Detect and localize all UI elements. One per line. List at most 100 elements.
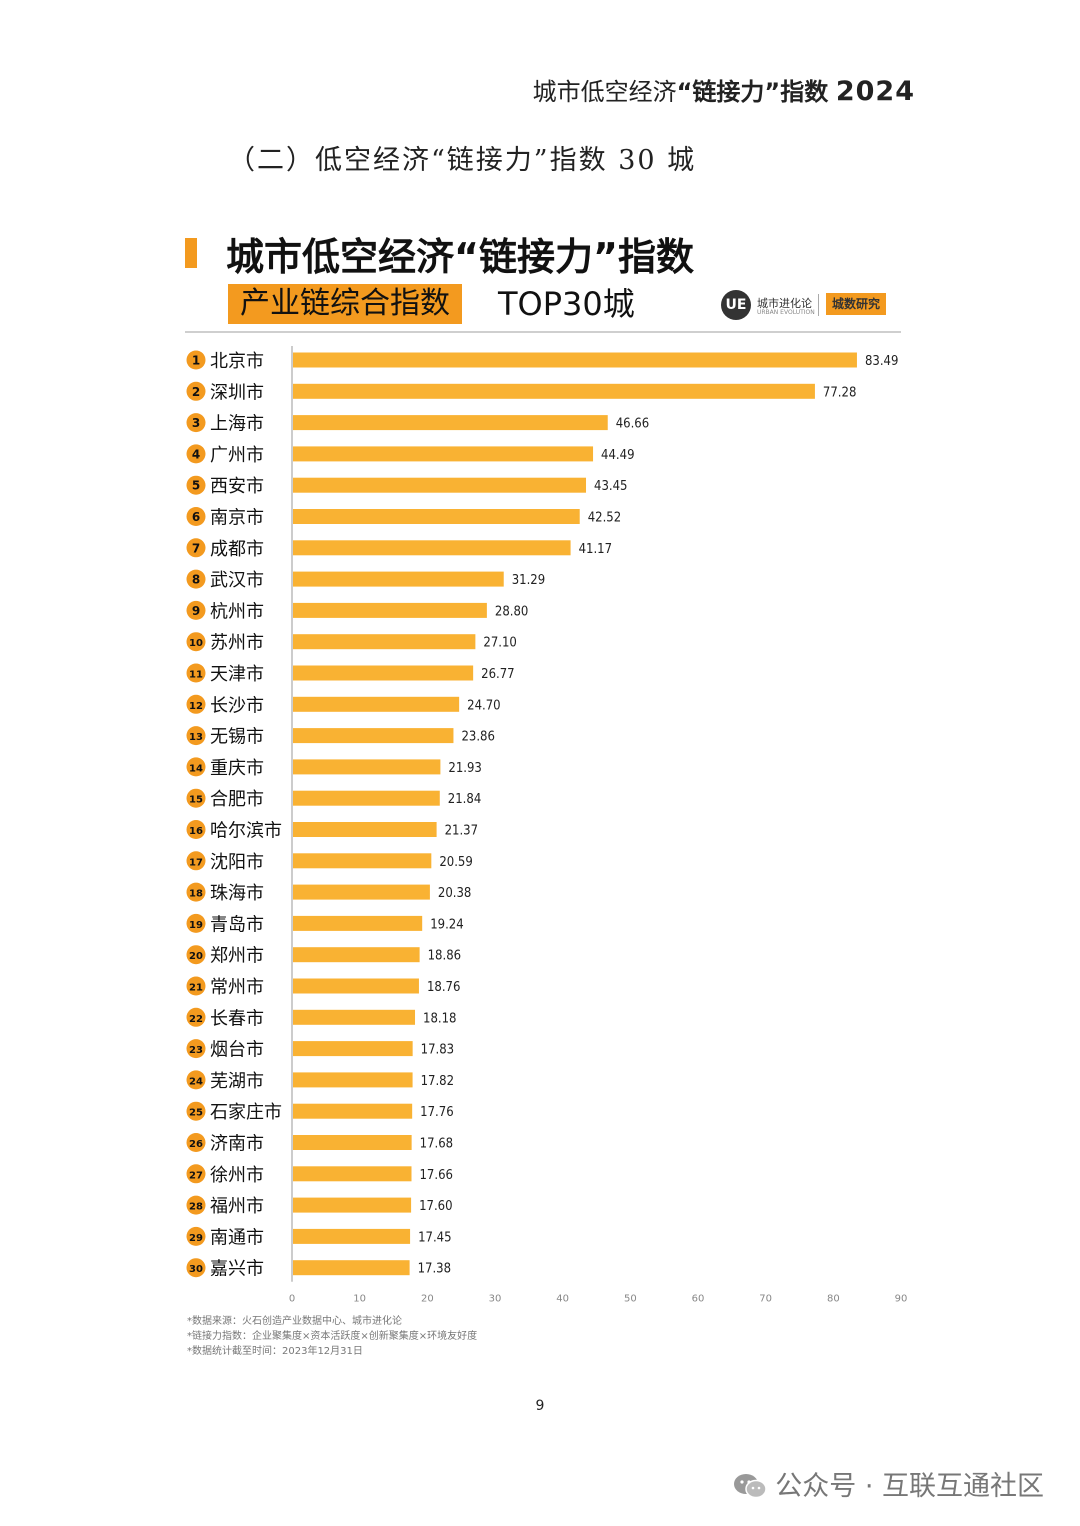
rank-badge-5 (186, 475, 206, 495)
ue-logo-name: 城市进化论 (757, 297, 812, 310)
bar-10 (293, 634, 476, 650)
category-label-25: 石家庄市 (210, 1102, 282, 1123)
category-label-12: 长沙市 (210, 695, 264, 716)
rank-label-20: 20 (189, 951, 203, 962)
value-label-11: 26.77 (481, 667, 514, 682)
rank-badge-21 (186, 976, 206, 996)
bar-17 (293, 853, 432, 869)
bar-1 (293, 352, 857, 368)
value-label-24: 17.82 (421, 1074, 454, 1089)
category-label-19: 青岛市 (210, 914, 264, 935)
value-label-23: 17.83 (421, 1043, 454, 1058)
bar-2 (293, 383, 815, 399)
running-header: 城市低空经济“链接力”指数 2024 (533, 72, 915, 107)
rank-label-14: 14 (189, 763, 203, 774)
section-title: （二）低空经济“链接力”指数 30 城 (228, 145, 697, 176)
category-label-27: 徐州市 (210, 1165, 264, 1186)
running-header-year: 2024 (835, 76, 915, 107)
value-label-16: 21.37 (445, 824, 478, 839)
rank-label-2: 2 (192, 385, 200, 399)
rank-label-19: 19 (189, 920, 203, 931)
rank-badge-3 (186, 413, 206, 433)
category-label-5: 西安市 (210, 476, 264, 497)
value-label-20: 18.86 (428, 949, 461, 964)
rank-label-6: 6 (192, 510, 200, 524)
rank-label-17: 17 (189, 857, 203, 868)
bar-26 (293, 1135, 412, 1150)
title-accent-bar (185, 238, 197, 268)
bar-20 (293, 947, 420, 963)
rank-badge-13 (186, 726, 206, 746)
rank-badge-12 (186, 694, 206, 714)
rank-label-1: 1 (192, 354, 200, 368)
category-label-23: 烟台市 (210, 1040, 264, 1061)
rank-label-27: 27 (189, 1170, 203, 1181)
value-label-27: 17.66 (419, 1168, 452, 1183)
chart-notes: *数据来源：火石创造产业数据中心、城市进化论 *链接力指数：企业聚集度×资本活跃… (187, 1314, 477, 1359)
rank-label-25: 25 (189, 1108, 203, 1119)
rank-badge-23 (186, 1039, 206, 1059)
rank-badge-28 (186, 1195, 206, 1215)
category-label-1: 北京市 (210, 351, 264, 372)
value-label-25: 17.76 (420, 1105, 453, 1120)
header-rule (185, 331, 901, 333)
watermark-text: 公众号 · 互联互通社区 (775, 1471, 1044, 1502)
category-label-14: 重庆市 (210, 758, 264, 779)
rank-badge-4 (186, 444, 206, 464)
x-tick-label-3: 30 (489, 1294, 502, 1305)
rank-label-8: 8 (192, 573, 200, 587)
x-tick-label-5: 50 (624, 1294, 637, 1305)
rank-badge-16 (186, 820, 206, 839)
bar-5 (293, 477, 587, 493)
x-tick-label-4: 40 (556, 1294, 569, 1305)
bar-12 (293, 696, 460, 712)
value-label-1: 83.49 (865, 354, 898, 369)
value-label-18: 20.38 (438, 886, 471, 901)
category-label-28: 福州市 (210, 1196, 264, 1217)
value-label-10: 27.10 (483, 636, 516, 651)
rank-badge-19 (186, 913, 206, 933)
rank-label-4: 4 (192, 447, 200, 461)
rank-label-16: 16 (189, 826, 203, 837)
rank-label-21: 21 (189, 983, 203, 994)
category-label-30: 嘉兴市 (210, 1259, 264, 1280)
bar-7 (293, 540, 571, 556)
rank-label-7: 7 (192, 541, 200, 555)
rank-badge-1 (186, 350, 206, 370)
chart-title: 城市低空经济“链接力”指数 (226, 235, 694, 279)
rank-badge-14 (186, 757, 206, 777)
rank-label-9: 9 (192, 604, 200, 618)
x-tick-label-0: 0 (289, 1294, 295, 1305)
wechat-icon (734, 1474, 767, 1499)
bar-25 (293, 1103, 413, 1119)
value-label-8: 31.29 (512, 573, 545, 588)
category-label-11: 天津市 (210, 664, 264, 685)
rank-badge-30 (186, 1258, 206, 1278)
note-definition: *链接力指数：企业聚集度×资本活跃度×创新聚集度×环境友好度 (187, 1331, 478, 1342)
rank-label-5: 5 (192, 479, 200, 493)
rank-label-23: 23 (189, 1045, 203, 1056)
chart-subtitle-highlight: 产业链综合指数 (228, 284, 462, 324)
bar-6 (293, 509, 580, 524)
rank-label-10: 10 (189, 638, 203, 649)
category-label-4: 广州市 (210, 445, 264, 466)
value-label-26: 17.68 (420, 1137, 453, 1152)
value-label-6: 42.52 (588, 511, 621, 526)
chart-subtitle-tail: TOP30城 (498, 285, 635, 323)
category-label-7: 成都市 (210, 539, 264, 560)
bar-15 (293, 790, 440, 806)
rank-label-30: 30 (189, 1264, 203, 1275)
bar-8 (293, 571, 504, 587)
rank-label-22: 22 (189, 1014, 203, 1025)
rank-badge-2 (186, 381, 206, 401)
logo-divider (818, 294, 819, 316)
bar-4 (293, 446, 594, 462)
value-label-21: 18.76 (427, 980, 460, 995)
page-number: 9 (535, 1398, 545, 1414)
bar-21 (293, 978, 419, 994)
category-label-9: 杭州市 (210, 601, 264, 622)
rank-badge-7 (186, 538, 206, 558)
bar-18 (293, 884, 430, 900)
bar-28 (293, 1197, 412, 1213)
category-label-21: 常州市 (210, 977, 264, 998)
